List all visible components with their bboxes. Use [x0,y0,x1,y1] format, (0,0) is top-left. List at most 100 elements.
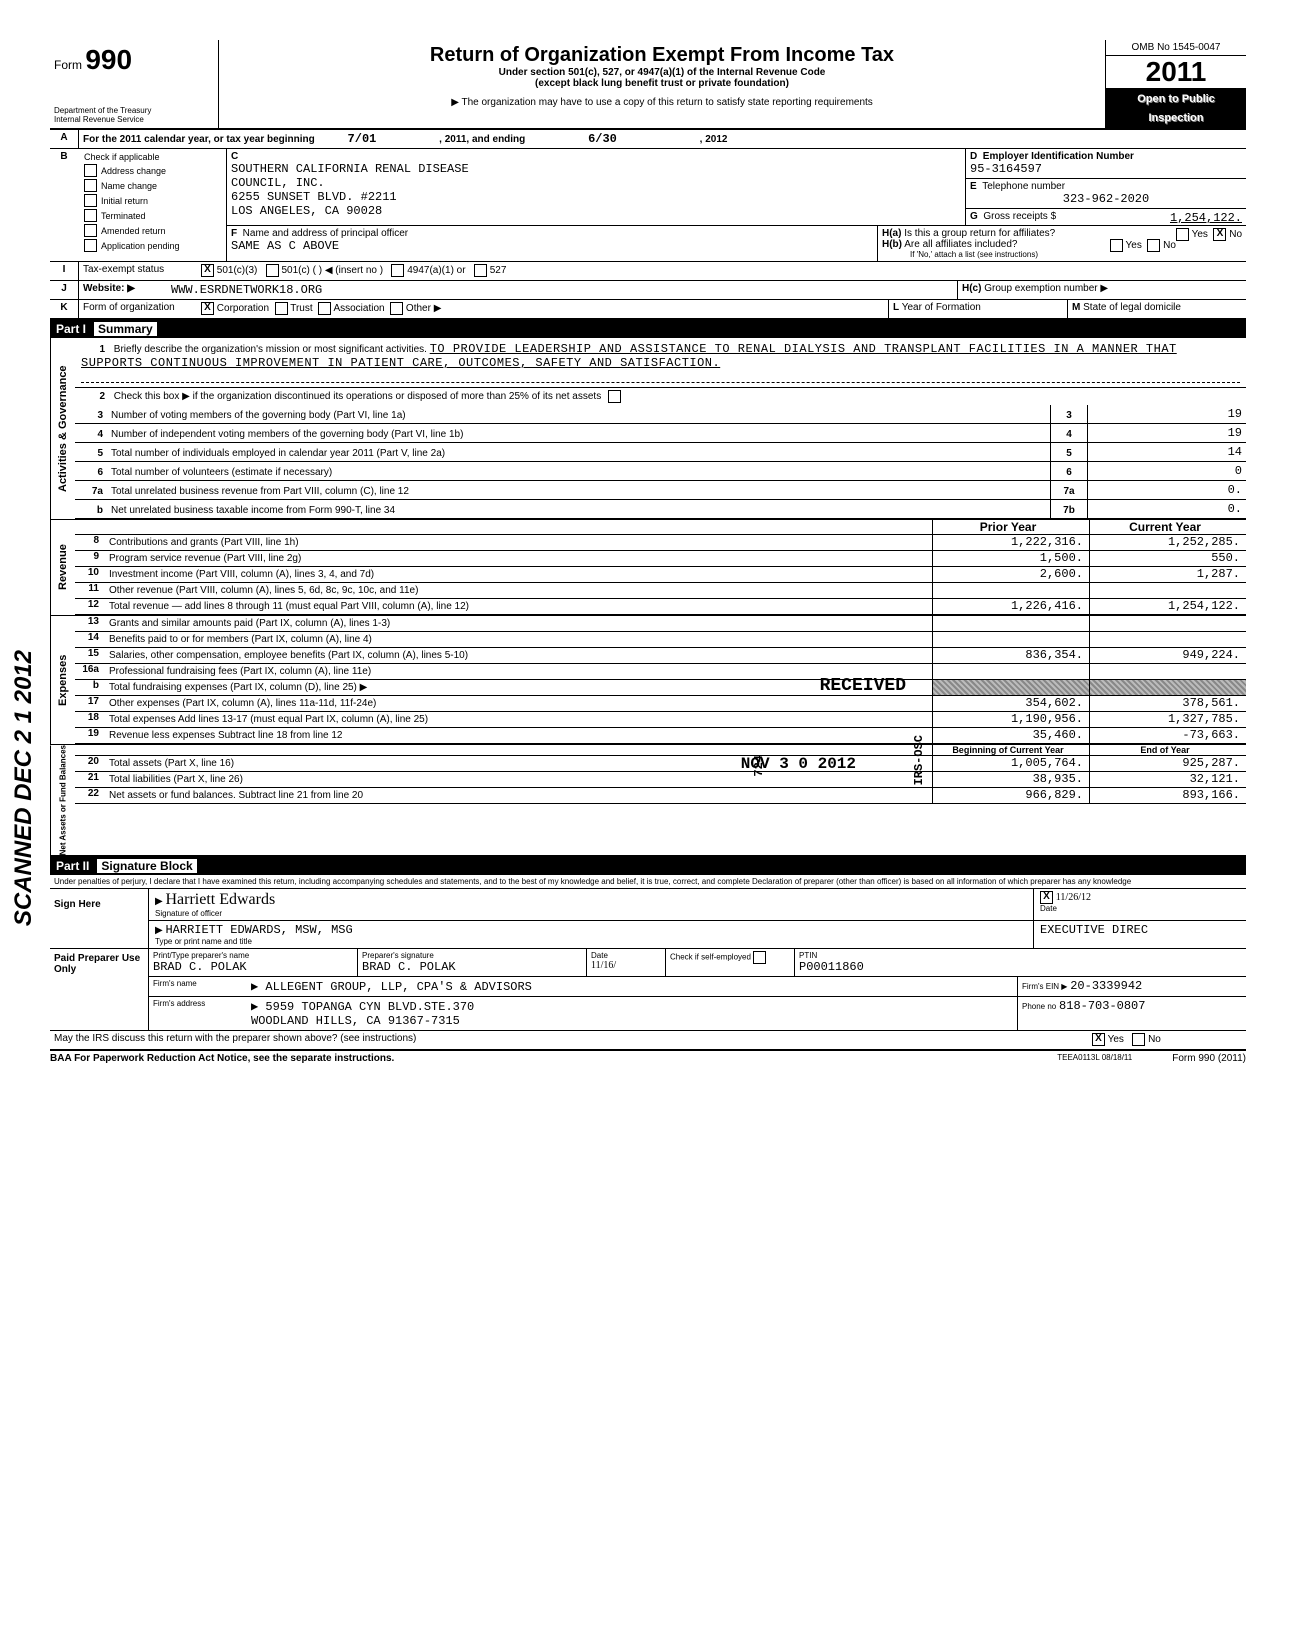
gov-num: 6 [75,462,107,481]
line-2: Check this box ▶ if the organization dis… [114,391,601,402]
gov-num: b [75,500,107,519]
form-header: Form 990 Department of the Treasury Inte… [50,40,1246,130]
tax-exempt-label: Tax-exempt status [79,262,197,280]
row-num: 19 [75,728,105,743]
prep-date: 11/16/ [591,960,661,971]
check-trust[interactable] [275,302,288,315]
firm-ein: 20-3339942 [1070,979,1142,993]
row-cy [1089,616,1246,631]
gov-val: 0 [1088,462,1247,481]
hb-yes[interactable] [1110,239,1123,252]
omb-number: OMB No 1545-0047 [1106,40,1246,55]
row-py [932,616,1089,631]
eoy-header: End of Year [1089,745,1246,755]
line-a-begin: 7/01 [348,132,377,146]
ha-yes[interactable] [1176,228,1189,241]
527-label: 527 [490,265,507,276]
row-desc: Total revenue — add lines 8 through 11 (… [105,599,932,614]
row-cy [1089,632,1246,647]
discuss-yes[interactable]: X [1092,1033,1105,1046]
gov-box: 7a [1051,481,1088,500]
check-amended[interactable] [84,224,97,237]
check-initial-return[interactable] [84,194,97,207]
ptin-label: PTIN [799,951,1242,960]
row-cy [1089,664,1246,679]
main-title: Return of Organization Exempt From Incom… [229,44,1095,67]
row-cy: 1,254,122. [1089,599,1246,614]
line-a-mid: , 2011, and ending [439,134,525,145]
check-discontinued[interactable] [608,390,621,403]
check-name-change[interactable] [84,179,97,192]
org-name-2: COUNCIL, INC. [231,176,961,190]
row-cy: 32,121. [1089,772,1246,787]
line-a: A For the 2011 calendar year, or tax yea… [50,130,1246,149]
vlabel-netassets: Net Assets or Fund Balances [50,745,75,855]
firm-ein-label: Firm's EIN ▶ [1022,982,1067,991]
gov-desc: Number of voting members of the governin… [107,405,1051,424]
sig-officer-label: Signature of officer [155,909,1027,918]
row-desc: Program service revenue (Part VIII, line… [105,551,932,566]
gov-desc: Net unrelated business taxable income fr… [107,500,1051,519]
gov-val: 19 [1088,405,1247,424]
check-assoc[interactable] [318,302,331,315]
form-org-label: Form of organization [79,300,197,318]
gov-num: 5 [75,443,107,462]
gov-box: 5 [1051,443,1088,462]
section-b: Check if applicable Address change Name … [78,149,227,261]
check-501c3[interactable]: X [201,264,214,277]
gov-val: 0. [1088,481,1247,500]
stamp-ogden: OGDEN, UT [770,855,856,873]
check-address-change[interactable] [84,164,97,177]
line-a-end: 6/30 [588,132,617,146]
501c3-label: 501(c)(3) [217,265,258,276]
firm-name-label: Firm's name [149,977,247,996]
check-pending[interactable] [84,239,97,252]
discuss-label: May the IRS discuss this return with the… [50,1031,1088,1049]
gross-value: 1,254,122. [1170,211,1242,225]
tax-year: 2011 [1106,55,1246,89]
row-cy: 925,287. [1089,756,1246,771]
row-py: 1,190,956. [932,712,1089,727]
row-py: 836,354. [932,648,1089,663]
row-py: 38,935. [932,772,1089,787]
row-desc: Investment income (Part VIII, column (A)… [105,567,932,582]
phone-label: Telephone number [982,181,1065,192]
row-py: 354,602. [932,696,1089,711]
discuss-no[interactable] [1132,1033,1145,1046]
check-self-employed[interactable] [753,951,766,964]
hc-label: Group exemption number ▶ [984,283,1108,294]
hb-no[interactable] [1147,239,1160,252]
open-public-1: Open to Public [1106,89,1246,109]
opt-initial-return: Initial return [101,196,148,206]
paid-preparer-label: Paid Preparer Use Only [50,949,148,1030]
prep-name: BRAD C. POLAK [153,960,353,974]
gov-box: 6 [1051,462,1088,481]
check-527[interactable] [474,264,487,277]
row-cy: 949,224. [1089,648,1246,663]
check-501c[interactable] [266,264,279,277]
reporting-note: ▶ The organization may have to use a cop… [229,97,1095,108]
row-num: 16a [75,664,105,679]
boy-header: Beginning of Current Year [932,745,1089,755]
firm-addr-2: WOODLAND HILLS, CA 91367-7315 [251,1014,1013,1028]
ha-no[interactable]: X [1213,228,1226,241]
part-1-header: Part ISummary [50,320,1246,338]
ptin-value: P00011860 [799,960,1242,974]
yes-label: Yes [1108,1035,1124,1046]
mission-label: Briefly describe the organization's miss… [114,344,427,355]
firm-addr-1: ▶ 5959 TOPANGA CYN BLVD.STE.370 [251,999,1013,1014]
corp-label: Corporation [217,303,269,314]
irs-label: Internal Revenue Service [54,115,214,124]
row-num: 13 [75,616,105,631]
check-4947[interactable] [391,264,404,277]
opt-amended: Amended return [101,226,166,236]
row-num: b [75,680,105,695]
row-desc: Contributions and grants (Part VIII, lin… [105,535,932,550]
row-num: 12 [75,599,105,614]
gov-desc: Total unrelated business revenue from Pa… [107,481,1051,500]
check-terminated[interactable] [84,209,97,222]
check-other[interactable] [390,302,403,315]
line-a-label: For the 2011 calendar year, or tax year … [83,134,315,145]
check-corp[interactable]: X [201,302,214,315]
row-num: 21 [75,772,105,787]
